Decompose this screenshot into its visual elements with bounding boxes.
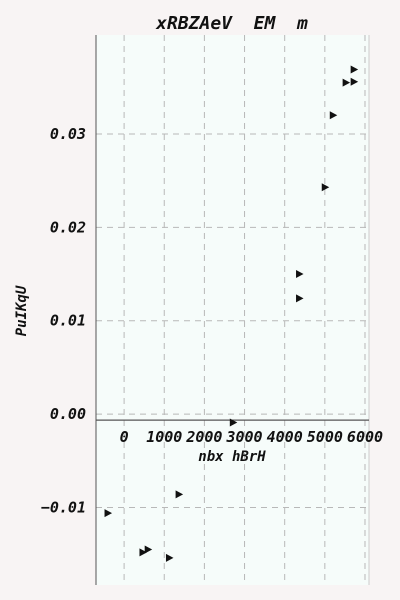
- data-point-marker: [104, 509, 113, 518]
- data-point-marker: [296, 270, 304, 279]
- x-axis-label: nbx hBrH: [198, 449, 266, 465]
- x-tick-label: 4000: [267, 428, 303, 446]
- plot-background: [96, 35, 369, 585]
- x-tick-label: 2000: [185, 428, 222, 446]
- chart-title: xRBZAeV EM m: [155, 13, 308, 34]
- data-point-marker: [321, 183, 330, 192]
- x-tick-label: 3000: [225, 428, 262, 446]
- data-point-marker: [165, 553, 174, 562]
- data-point-marker: [342, 78, 351, 87]
- y-tick-label: 0.01: [50, 312, 86, 330]
- data-point-marker: [229, 418, 238, 427]
- data-point-marker: [139, 548, 147, 557]
- y-tick-label: 0.02: [50, 218, 86, 236]
- x-tick-label: 5000: [307, 428, 343, 446]
- y-tick-label: 0.03: [50, 125, 86, 143]
- data-point-marker: [144, 545, 153, 554]
- x-tick-label: 0: [120, 428, 129, 446]
- data-point-marker: [350, 77, 359, 86]
- data-point-marker: [175, 490, 184, 499]
- y-axis-label: PuIKqU: [14, 285, 30, 336]
- data-point-marker: [329, 111, 338, 120]
- data-point-marker: [350, 65, 359, 74]
- y-tick-label: −0.01: [41, 498, 86, 516]
- x-tick-label: 1000: [146, 428, 182, 446]
- y-tick-label: 0.00: [50, 405, 86, 423]
- tick-labels: 0 1000 2000 3000 4000 5000 6000 −0.01 0.00 0.01 0.…: [41, 125, 383, 517]
- grid-lines: [96, 35, 369, 585]
- data-point-marker: [296, 294, 304, 303]
- x-tick-label: 6000: [347, 428, 383, 446]
- data-points: [104, 65, 359, 562]
